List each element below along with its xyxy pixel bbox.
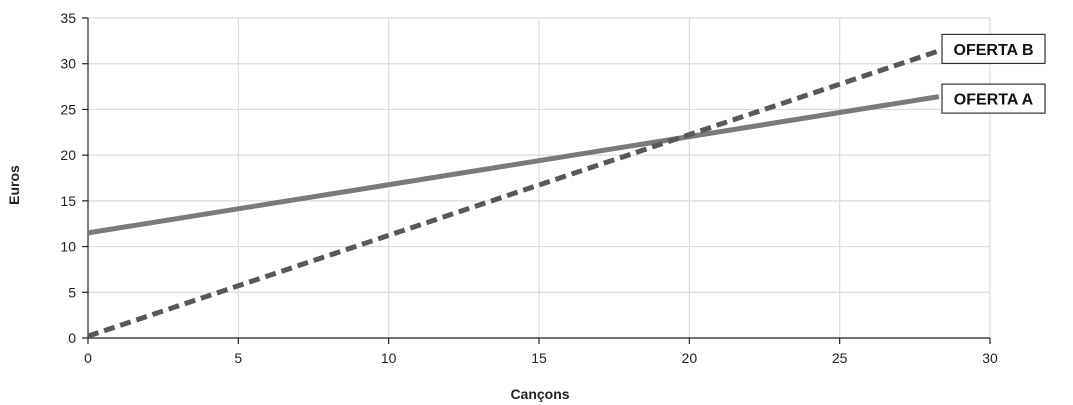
grid xyxy=(88,17,991,338)
x-tick-label: 0 xyxy=(84,350,92,366)
x-axis-title: Cançons xyxy=(510,386,569,402)
legend-box-oferta-b xyxy=(941,33,1046,65)
x-tick-label: 30 xyxy=(982,350,998,366)
y-tick-label: 15 xyxy=(60,193,76,209)
y-tick-label: 30 xyxy=(60,56,76,72)
axes: 0 5 10 15 20 25 30 35 0 5 10 15 20 25 30 xyxy=(60,10,998,366)
y-axis-title: Euros xyxy=(6,165,22,205)
y-tick-label: 25 xyxy=(60,101,76,117)
series-line-oferta-a xyxy=(87,94,940,236)
y-tick-label: 35 xyxy=(60,10,76,26)
x-tick-label: 20 xyxy=(682,350,698,366)
x-tick-label: 15 xyxy=(531,350,547,366)
legend: OFERTA A OFERTA B xyxy=(941,33,1046,114)
y-tick-label: 20 xyxy=(60,147,76,163)
x-tick-label: 25 xyxy=(832,350,848,366)
y-tick-label: 0 xyxy=(68,330,76,346)
legend-label-oferta-b: OFERTA B xyxy=(954,42,1034,59)
legend-box-oferta-a xyxy=(941,83,1046,114)
x-tick-label: 10 xyxy=(381,350,397,366)
y-tick-label: 10 xyxy=(60,239,76,255)
series-line-oferta-b xyxy=(87,48,940,339)
series-lines xyxy=(87,48,940,339)
x-tick-label: 5 xyxy=(234,350,242,366)
legend-label-oferta-a: OFERTA A xyxy=(954,92,1034,109)
y-tick-label: 5 xyxy=(68,284,76,300)
